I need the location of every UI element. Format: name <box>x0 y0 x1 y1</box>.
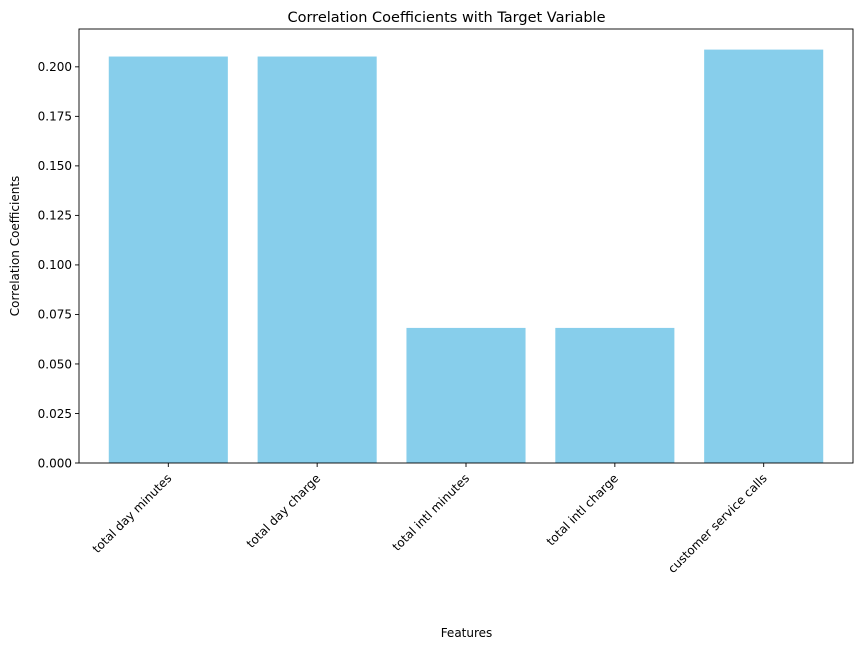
x-axis-label: Features <box>441 626 493 640</box>
y-tick-label: 0.175 <box>38 110 72 124</box>
bars <box>108 49 824 464</box>
bar <box>704 49 824 463</box>
y-tick-label: 0.050 <box>38 357 72 371</box>
bar <box>108 56 228 464</box>
y-tick-label: 0.075 <box>38 308 72 322</box>
y-tick-label: 0.100 <box>38 258 72 272</box>
y-axis-label: Correlation Coefficients <box>8 176 22 317</box>
plot-frame <box>78 28 854 464</box>
y-tick-label: 0.150 <box>38 159 72 173</box>
y-tick-label: 0.200 <box>38 60 72 74</box>
bar <box>555 327 675 463</box>
bar <box>406 327 526 463</box>
y-axis: 0.000 0.025 0.050 0.075 0.100 0.125 0.150 0.175… <box>38 60 79 470</box>
y-tick-label: 0.125 <box>38 209 72 223</box>
y-tick-label: 0.000 <box>38 456 72 470</box>
y-tick-label: 0.025 <box>38 407 72 421</box>
chart-title: Correlation Coefficients with Target Var… <box>287 10 605 26</box>
bar <box>257 56 377 464</box>
